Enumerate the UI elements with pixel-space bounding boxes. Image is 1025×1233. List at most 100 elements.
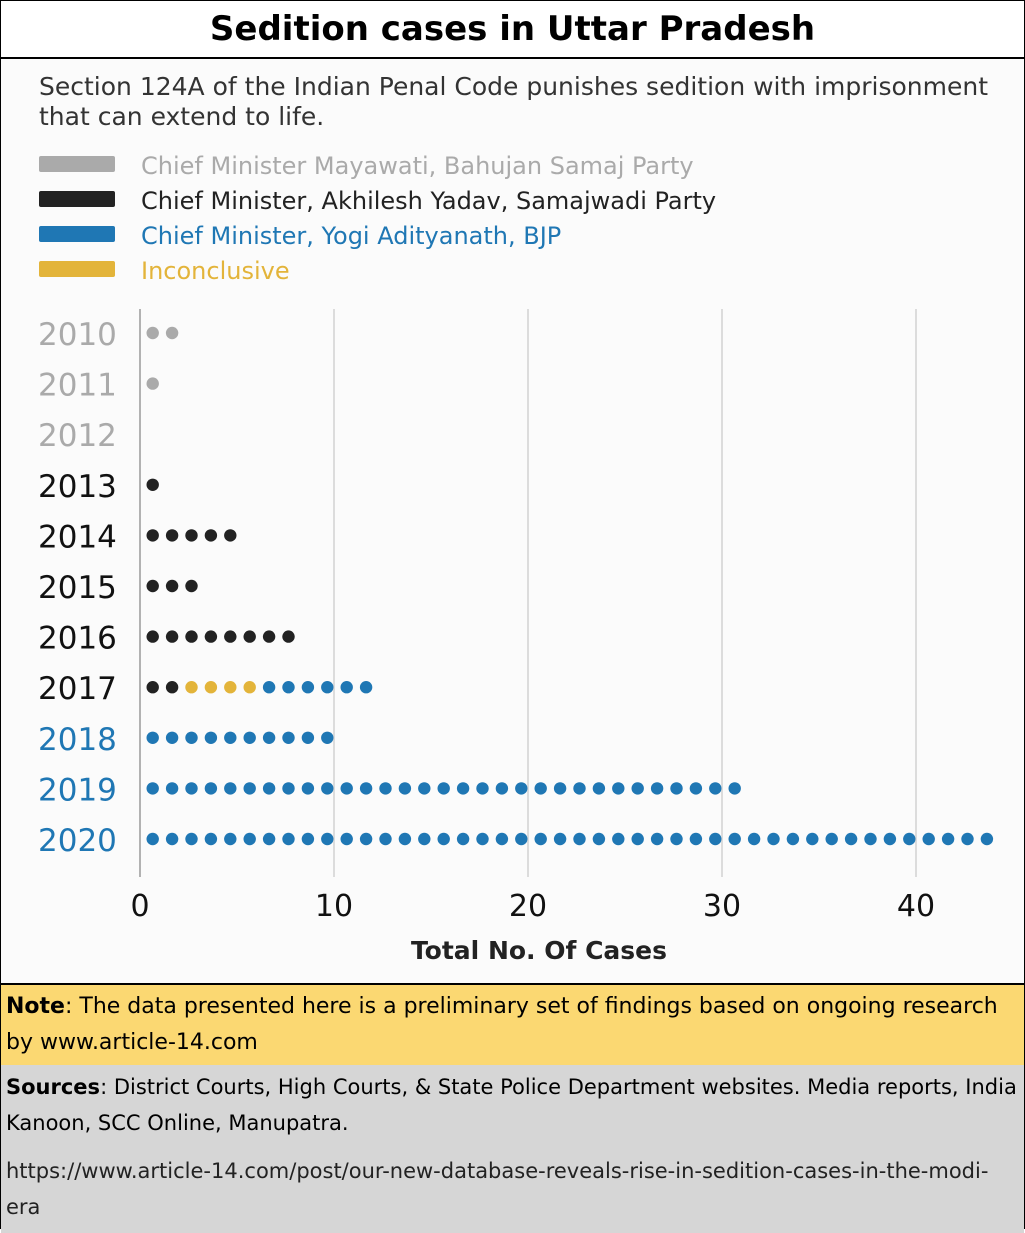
dot-2020-37 — [844, 832, 858, 846]
year-label-2017: 2017 — [38, 671, 117, 707]
dot-2018-2 — [165, 731, 179, 744]
dot-2019-14 — [398, 782, 412, 795]
dot-2020-12 — [359, 832, 373, 846]
dot-2017-8 — [282, 681, 295, 694]
dot-2016-3 — [185, 630, 198, 643]
dot-2020-28 — [670, 832, 683, 846]
dot-2020-33 — [767, 832, 780, 846]
legend-swatch-akhilesh — [39, 191, 115, 207]
sources-label: Sources — [6, 1075, 101, 1099]
dot-2020-9 — [301, 832, 315, 846]
dot-2010-1 — [146, 326, 159, 340]
dot-2020-22 — [553, 832, 567, 846]
dot-2017-9 — [301, 681, 315, 694]
dot-2019-19 — [495, 782, 509, 795]
legend-label-inconclusive: Inconclusive — [141, 257, 290, 285]
dot-2019-9 — [301, 782, 315, 795]
dot-2016-8 — [282, 630, 295, 643]
dot-2020-40 — [903, 832, 916, 846]
dot-2019-15 — [418, 782, 431, 795]
dot-2017-5 — [224, 681, 237, 694]
dot-2019-31 — [728, 782, 741, 795]
dot-2019-7 — [262, 782, 276, 795]
dot-2016-7 — [262, 630, 276, 643]
dot-2017-12 — [359, 681, 373, 694]
dot-2020-31 — [728, 832, 741, 846]
legend-swatch-inconclusive — [39, 261, 115, 277]
dot-2017-3 — [185, 681, 198, 694]
dot-2020-7 — [262, 832, 276, 846]
chart-area: Section 124A of the Indian Penal Code pu… — [1, 59, 1024, 983]
dot-2019-25 — [612, 782, 625, 795]
dot-2020-19 — [495, 832, 509, 846]
subtitle-line-1: Section 124A of the Indian Penal Code pu… — [39, 72, 988, 101]
dot-2020-15 — [418, 832, 431, 846]
dot-2020-41 — [922, 832, 935, 846]
dot-2020-13 — [379, 832, 392, 846]
dot-2019-20 — [515, 782, 528, 795]
dot-2020-6 — [243, 832, 256, 846]
dot-2020-36 — [825, 832, 838, 846]
dot-2019-29 — [689, 782, 703, 795]
dot-2020-44 — [980, 832, 994, 846]
dot-2019-17 — [456, 782, 470, 795]
year-label-2019: 2019 — [38, 772, 117, 808]
year-label-2015: 2015 — [38, 570, 117, 606]
dot-2019-5 — [224, 782, 237, 795]
dot-2020-42 — [941, 832, 955, 846]
legend-swatch-mayawati — [39, 156, 115, 172]
dot-2020-2 — [165, 832, 179, 846]
dot-2014-3 — [185, 529, 198, 542]
dot-2020-10 — [321, 832, 334, 846]
dot-2019-2 — [165, 782, 179, 795]
dot-2019-6 — [243, 782, 256, 795]
dot-2020-27 — [650, 832, 664, 846]
dot-2020-29 — [689, 832, 703, 846]
dot-2019-22 — [553, 782, 567, 795]
dot-2020-38 — [864, 832, 877, 846]
dot-2017-6 — [243, 681, 256, 694]
dot-2020-23 — [573, 832, 586, 846]
dot-2020-17 — [456, 832, 470, 846]
dot-2020-18 — [476, 832, 489, 846]
dot-2017-11 — [340, 681, 353, 694]
dot-2018-7 — [262, 731, 276, 744]
sources-text: : District Courts, High Courts, & State … — [6, 1075, 1017, 1135]
dot-2018-3 — [185, 731, 198, 744]
dot-2019-30 — [709, 782, 722, 795]
dot-2018-1 — [146, 731, 159, 744]
dot-2019-28 — [670, 782, 683, 795]
dot-2016-6 — [243, 630, 256, 643]
dot-2013-1 — [146, 478, 159, 491]
dot-2020-8 — [282, 832, 295, 846]
legend-label-mayawati: Chief Minister Mayawati, Bahujan Samaj P… — [141, 152, 694, 180]
dot-2018-5 — [224, 731, 237, 744]
dot-2020-24 — [592, 832, 606, 846]
dot-2020-32 — [747, 832, 761, 846]
dot-2020-34 — [786, 832, 800, 846]
dot-2019-24 — [592, 782, 606, 795]
dot-2019-11 — [340, 782, 353, 795]
dot-2020-25 — [612, 832, 625, 846]
note-label: Note — [6, 994, 65, 1019]
dot-2016-5 — [224, 630, 237, 643]
dot-2020-43 — [961, 832, 974, 846]
dot-2020-4 — [204, 832, 218, 846]
dot-2017-1 — [146, 681, 159, 694]
source-url[interactable]: https://www.article-14.com/post/our-new-… — [1, 1149, 1024, 1233]
note-text: : The data presented here is a prelimina… — [6, 994, 998, 1055]
dot-2019-21 — [534, 782, 547, 795]
dot-2015-1 — [146, 579, 159, 593]
x-tick-label-20: 20 — [509, 889, 547, 924]
subtitle-line-2: that can extend to life. — [39, 102, 324, 131]
sources-box: Sources: District Courts, High Courts, &… — [1, 1065, 1024, 1151]
dot-2019-16 — [437, 782, 450, 795]
year-label-2018: 2018 — [38, 722, 117, 758]
dot-2018-9 — [301, 731, 315, 744]
dot-2015-3 — [185, 579, 198, 593]
legend-label-yogi: Chief Minister, Yogi Adityanath, BJP — [141, 222, 561, 250]
dot-2017-10 — [321, 681, 334, 694]
dot-2020-16 — [437, 832, 450, 846]
dot-chart: Section 124A of the Indian Penal Code pu… — [38, 72, 994, 965]
dot-2018-8 — [282, 731, 295, 744]
